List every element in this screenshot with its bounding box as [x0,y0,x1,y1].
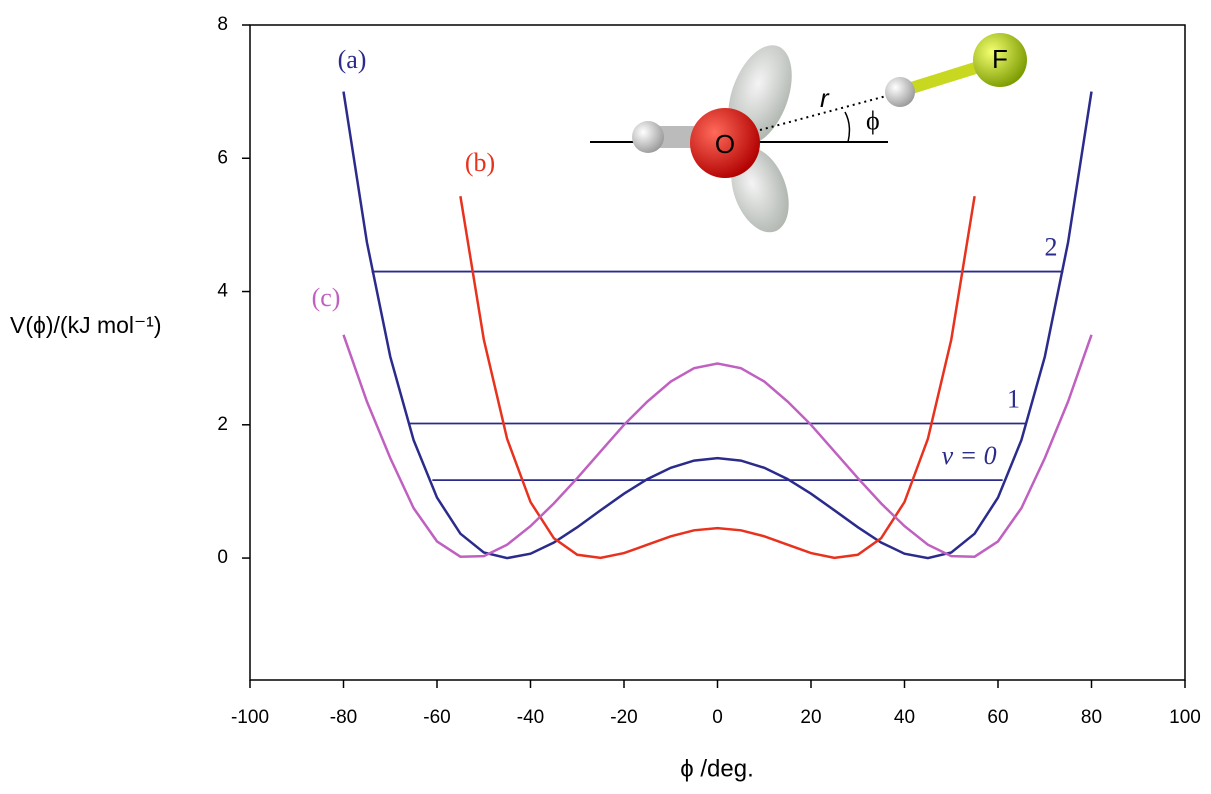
x-tick-label: 80 [1081,707,1102,728]
atom-label: F [992,44,1008,74]
level-label: 1 [1007,384,1020,413]
x-tick-label: 40 [894,707,915,728]
y-tick-label: 0 [217,547,228,568]
series-label: (c) [312,283,341,312]
y-tick-label: 6 [217,147,228,168]
curve [342,91,1093,560]
x-axis-label: ϕ /deg. [680,755,754,782]
distance-label: r [820,83,830,113]
x-tick-label: -100 [231,707,269,728]
x-tick-label: -20 [610,707,637,728]
level-label: 2 [1044,233,1057,262]
x-tick-label: 0 [712,707,723,728]
series-label: (b) [465,148,495,177]
x-tick-label: -80 [330,707,357,728]
x-tick-label: 20 [800,707,821,728]
angle-label: ϕ [866,106,880,135]
y-tick-label: 4 [217,281,228,302]
y-axis-label: V(ϕ)/(kJ mol⁻¹) [10,312,162,338]
x-tick-label: 60 [987,707,1008,728]
y-tick-label: 2 [217,414,228,435]
curve [342,334,1093,558]
x-tick-label: -40 [517,707,544,728]
y-tick-label: 8 [217,14,228,35]
series-label: (a) [338,45,367,74]
x-tick-label: 100 [1169,707,1201,728]
curve [459,195,976,560]
inset-molecule: O F r ϕ [590,33,1027,233]
level-label: v = 0 [942,441,997,470]
atom-label: O [715,129,735,159]
x-tick-label: -60 [423,707,450,728]
